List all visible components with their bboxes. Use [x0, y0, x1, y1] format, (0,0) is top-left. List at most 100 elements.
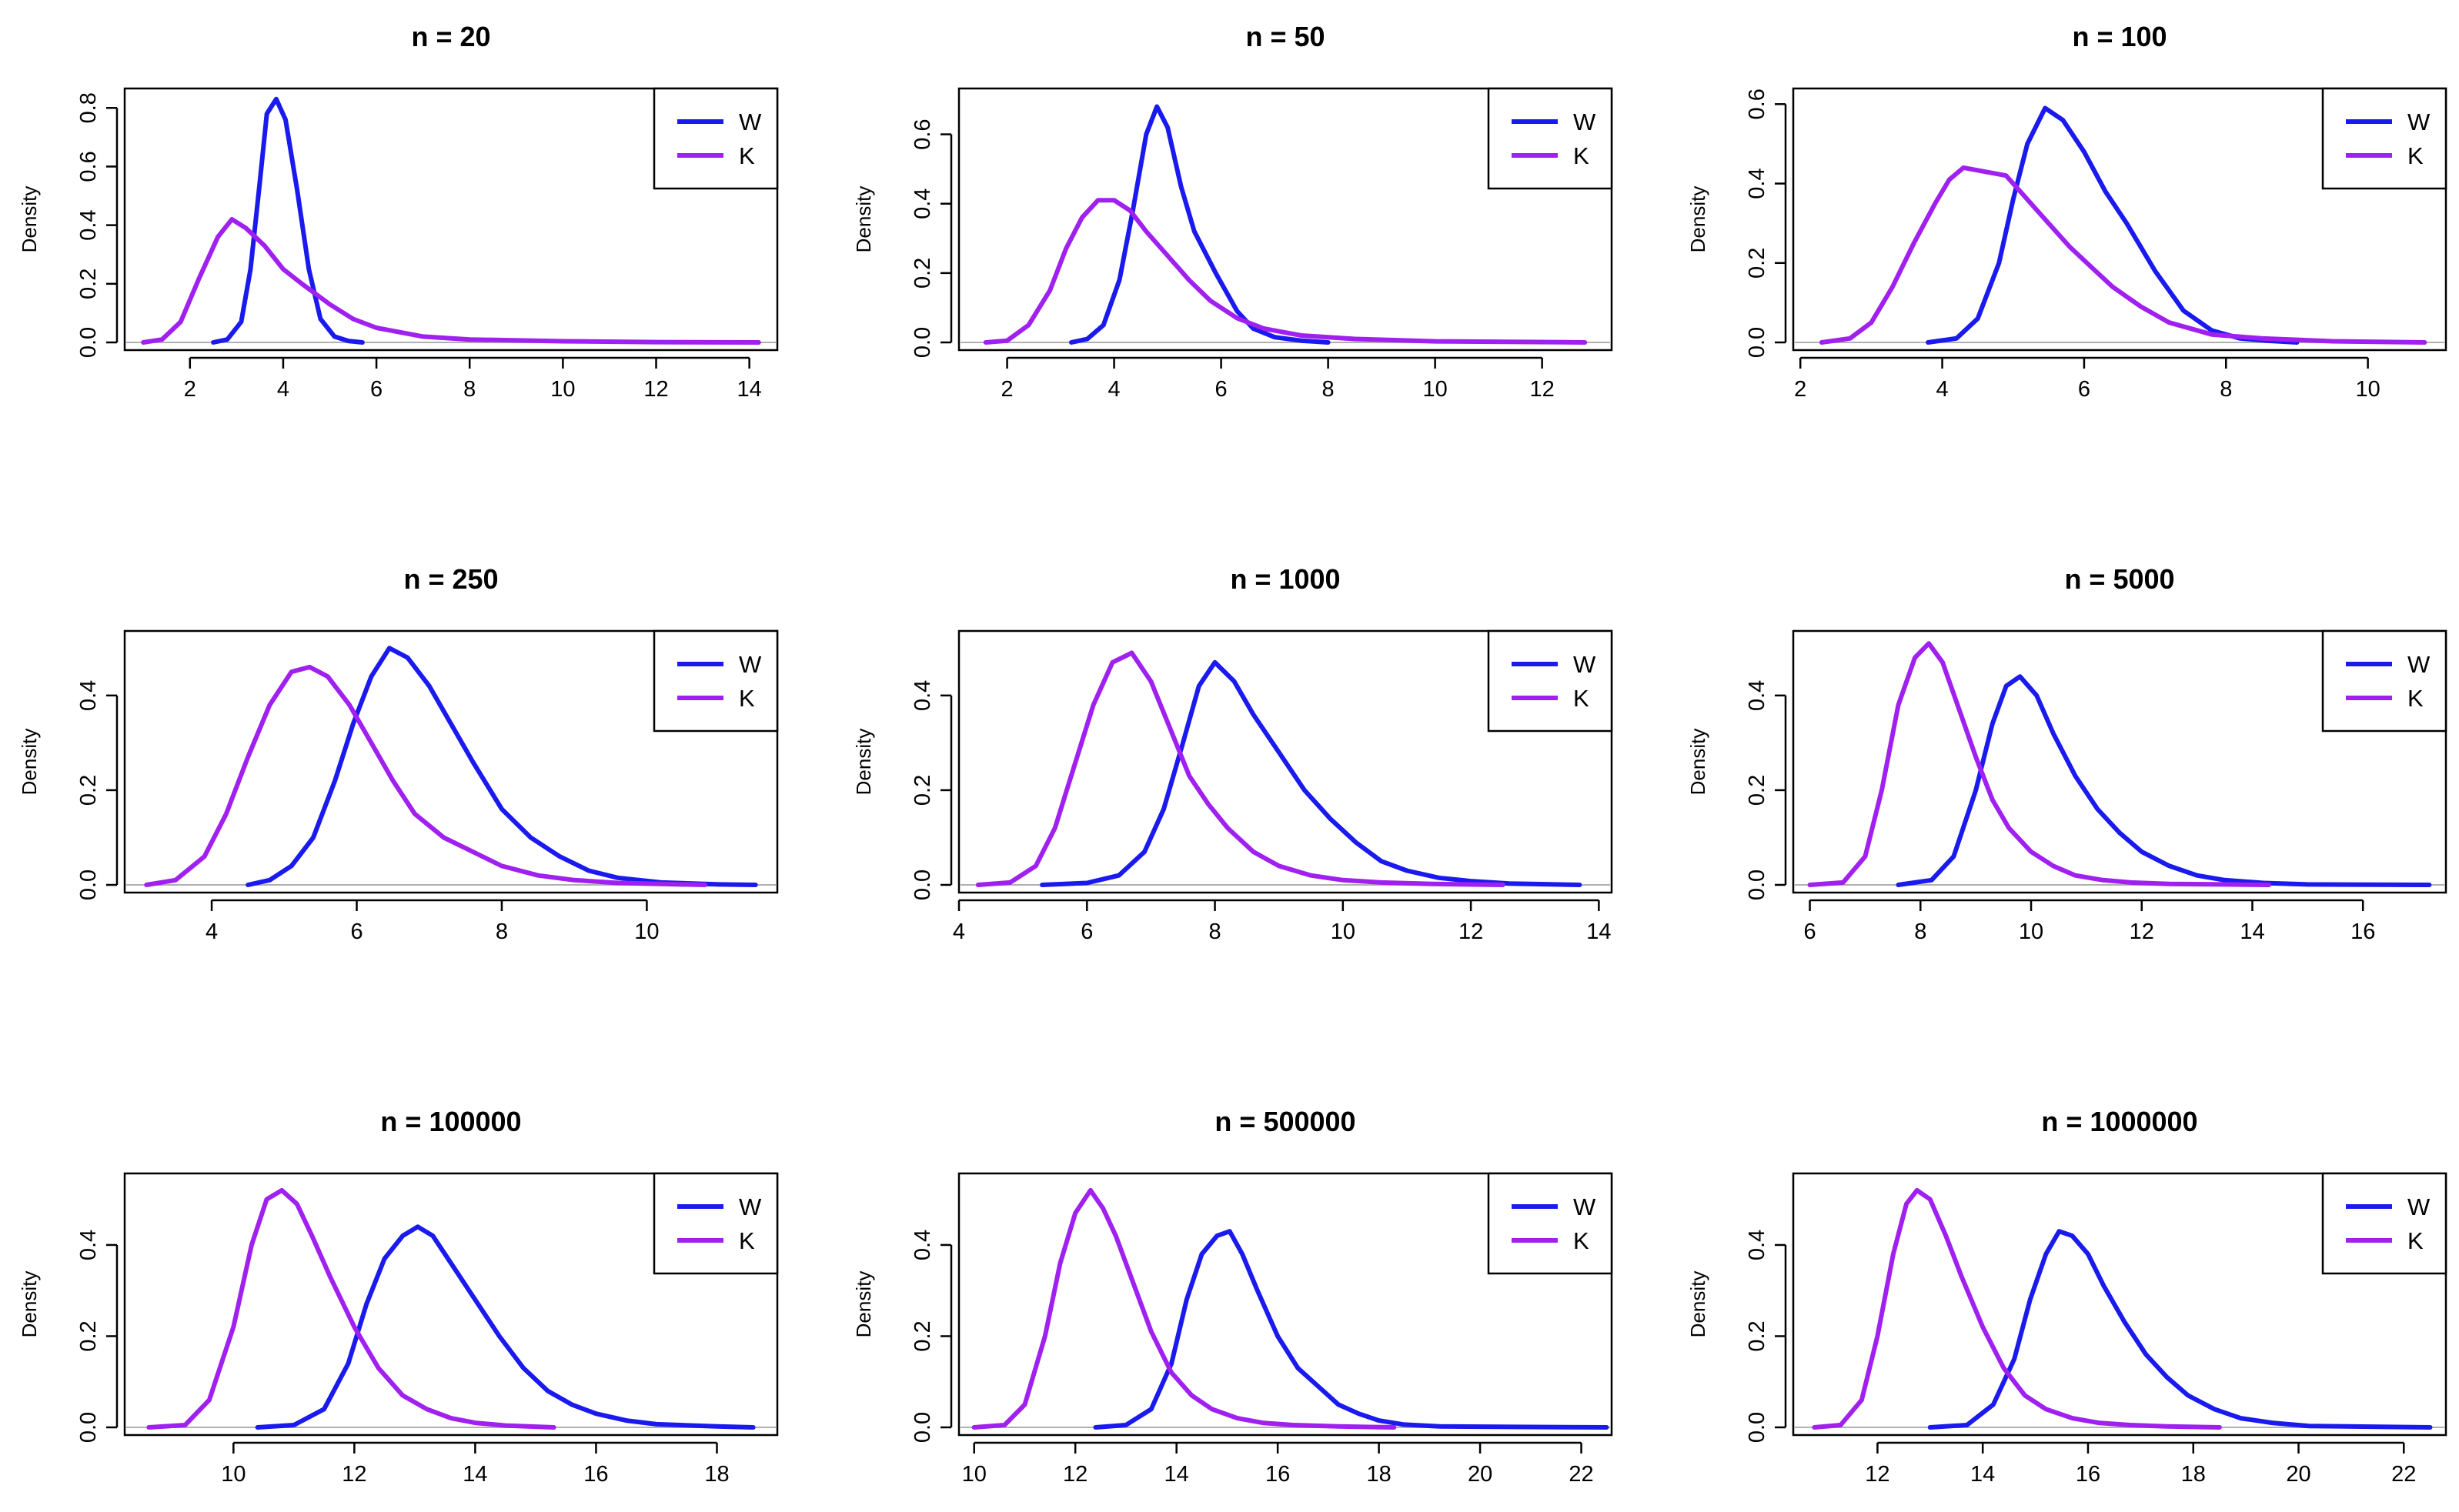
legend-label: K [2407, 685, 2424, 712]
x-tick-label: 10 [962, 1462, 987, 1487]
legend-label: W [2407, 1193, 2431, 1220]
density-curve-k [975, 650, 1505, 887]
y-axis-title: Density [18, 186, 41, 253]
x-tick-label: 4 [205, 920, 218, 944]
x-tick-label: 14 [737, 377, 762, 402]
panel-title: n = 5000 [2064, 563, 2174, 595]
x-tick-label: 4 [1936, 377, 1948, 402]
y-axis-title: Density [852, 186, 875, 253]
x-tick-label: 12 [1063, 1462, 1088, 1487]
x-tick-label: 4 [1108, 377, 1121, 402]
density-curve-k [1812, 1187, 2222, 1430]
x-tick-label: 6 [2078, 377, 2090, 402]
legend-label: W [2407, 108, 2431, 135]
panel-title: n = 1000000 [2041, 1106, 2197, 1137]
legend-box [653, 87, 779, 190]
density-panel: n = 1000 4 6 8 10 12 14 0.0 0.2 0.4 Density WK [852, 563, 1613, 944]
density-curve-w [255, 1224, 756, 1430]
y-tick-label: 0.0 [1745, 1412, 1769, 1443]
x-tick-label: 18 [2181, 1462, 2206, 1487]
x-tick-label: 2 [1001, 377, 1013, 402]
density-panel: n = 20 2 4 6 8 10 12 14 0.0 0.2 0.4 0.6 0.8 Density WK [18, 21, 779, 402]
density-curve-w [1040, 659, 1582, 887]
y-axis-title: Density [1686, 1271, 1709, 1338]
y-tick-label: 0.4 [76, 1230, 101, 1260]
y-tick-label: 0.0 [1745, 869, 1769, 900]
y-tick-label: 0.0 [76, 1412, 101, 1443]
x-tick-label: 16 [2350, 920, 2375, 944]
density-curve-k [144, 664, 707, 887]
legend-box [1487, 1172, 1613, 1275]
density-panel: n = 500000 10 12 14 16 18 20 22 0.0 0.2 0.4 Density… [852, 1106, 1613, 1487]
x-tick-label: 12 [1530, 377, 1555, 402]
y-tick-label: 0.6 [910, 118, 935, 149]
x-tick-label: 6 [350, 920, 363, 944]
density-curve-w [1926, 105, 2300, 345]
x-tick-label: 22 [2391, 1462, 2416, 1487]
y-tick-label: 0.0 [910, 327, 935, 358]
legend-label: K [1573, 142, 1589, 169]
y-tick-label: 0.4 [1745, 680, 1769, 711]
x-tick-label: 18 [704, 1462, 729, 1487]
y-tick-label: 0.6 [1745, 88, 1769, 119]
density-panel: n = 5000 6 8 10 12 14 16 0.0 0.2 0.4 Density WK [1686, 563, 2447, 944]
x-tick-label: 14 [463, 1462, 487, 1487]
y-axis-title: Density [18, 729, 41, 796]
y-tick-label: 0.0 [1745, 327, 1769, 358]
y-tick-label: 0.4 [910, 189, 935, 219]
y-axis-title: Density [1686, 186, 1709, 253]
plot-frame [123, 629, 779, 894]
plot-frame [957, 87, 1613, 352]
legend-label: W [739, 651, 762, 678]
panel-title: n = 100 [2072, 21, 2167, 52]
legend-label: W [1573, 651, 1596, 678]
x-tick-label: 8 [463, 377, 476, 402]
y-tick-label: 0.6 [76, 151, 101, 182]
density-curve-k [1819, 165, 2427, 345]
x-tick-label: 12 [2130, 920, 2154, 944]
x-tick-label: 2 [184, 377, 196, 402]
x-tick-label: 8 [1322, 377, 1335, 402]
x-tick-label: 8 [1914, 920, 1926, 944]
plot-frame [1792, 1172, 2447, 1437]
x-tick-label: 12 [1865, 1462, 1889, 1487]
x-tick-label: 16 [1265, 1462, 1290, 1487]
plot-frame [957, 1172, 1613, 1437]
x-tick-label: 16 [583, 1462, 608, 1487]
y-tick-label: 0.2 [910, 1320, 935, 1351]
y-tick-label: 0.2 [1745, 1320, 1769, 1351]
y-tick-label: 0.2 [910, 258, 935, 289]
y-tick-label: 0.4 [910, 680, 935, 711]
legend-label: W [2407, 651, 2431, 678]
legend-label: K [2407, 1227, 2424, 1254]
y-tick-label: 0.2 [76, 775, 101, 806]
plot-frame [123, 87, 779, 352]
density-curve-k [141, 217, 761, 345]
x-tick-label: 16 [2076, 1462, 2100, 1487]
x-tick-label: 8 [2220, 377, 2232, 402]
density-panel: n = 1000000 12 14 16 18 20 22 0.0 0.2 0.4 Density W… [1686, 1106, 2447, 1487]
x-tick-label: 4 [277, 377, 289, 402]
x-tick-label: 10 [2355, 377, 2380, 402]
y-tick-label: 0.4 [910, 1230, 935, 1260]
density-curve-w [1927, 1229, 2433, 1430]
density-curve-w [1069, 104, 1331, 345]
y-tick-label: 0.2 [76, 269, 101, 299]
x-tick-label: 4 [953, 920, 965, 944]
legend-label: K [739, 685, 755, 712]
y-axis-title: Density [18, 1271, 41, 1338]
density-curve-k [971, 1187, 1397, 1430]
plot-frame [1792, 87, 2447, 352]
plot-frame [957, 629, 1613, 894]
x-tick-label: 10 [634, 920, 659, 944]
y-axis-title: Density [852, 1271, 875, 1338]
density-panel: n = 50 2 4 6 8 10 12 0.0 0.2 0.4 0.6 Density WK [852, 21, 1613, 402]
density-curve-w [1896, 674, 2432, 887]
x-tick-label: 22 [1569, 1462, 1593, 1487]
y-tick-label: 0.2 [910, 775, 935, 806]
density-curve-w [246, 646, 758, 887]
legend-box [2321, 87, 2447, 190]
x-tick-label: 12 [1458, 920, 1483, 944]
panel-title: n = 1000 [1230, 563, 1340, 595]
